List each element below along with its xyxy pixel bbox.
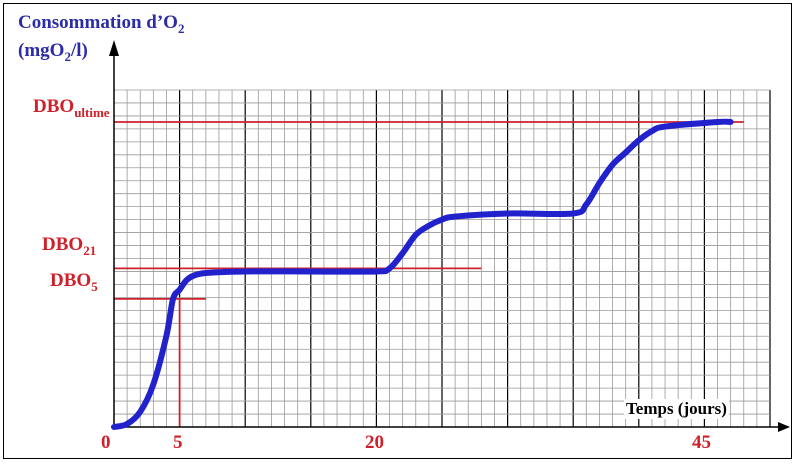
x-tick-20: 20 [365, 432, 384, 453]
grid [113, 89, 771, 428]
y-axis-label-line2b: /l) [70, 39, 88, 61]
y-axis-label-line2-sub: 2 [64, 48, 71, 64]
x-tick-45: 45 [692, 432, 711, 453]
curve-layer [111, 118, 734, 430]
level-label-dbo5-sub: 5 [91, 278, 98, 294]
level-lines [114, 121, 744, 427]
level-label-ultime-sub: ultime [74, 104, 110, 120]
axes [109, 40, 790, 432]
y-axis-label: Consommation d’O2 (mgO2/l) [18, 12, 184, 68]
y-axis-label-line2a: (mgO [18, 39, 65, 61]
y-axis-label-line1: Consommation d’O [18, 12, 178, 33]
x-tick-0: 0 [101, 432, 111, 453]
y-axis-label-line1-sub: 2 [177, 20, 185, 36]
level-label-dbo21: DBO21 [42, 234, 96, 259]
level-label-ultime: DBOultime [33, 96, 110, 121]
level-label-ultime-base: DBO [33, 96, 75, 117]
y-axis-arrow [109, 40, 119, 56]
level-label-dbo5-base: DBO [50, 270, 92, 291]
x-axis-arrow [778, 422, 790, 432]
x-tick-5: 5 [173, 432, 183, 453]
chart-frame [3, 3, 792, 459]
x-axis-label: Temps (jours) [624, 399, 729, 419]
level-label-dbo21-sub: 21 [83, 242, 97, 258]
o2-consumption-curve [111, 118, 734, 430]
level-label-dbo5: DBO5 [50, 270, 98, 295]
level-label-dbo21-base: DBO [42, 234, 84, 255]
